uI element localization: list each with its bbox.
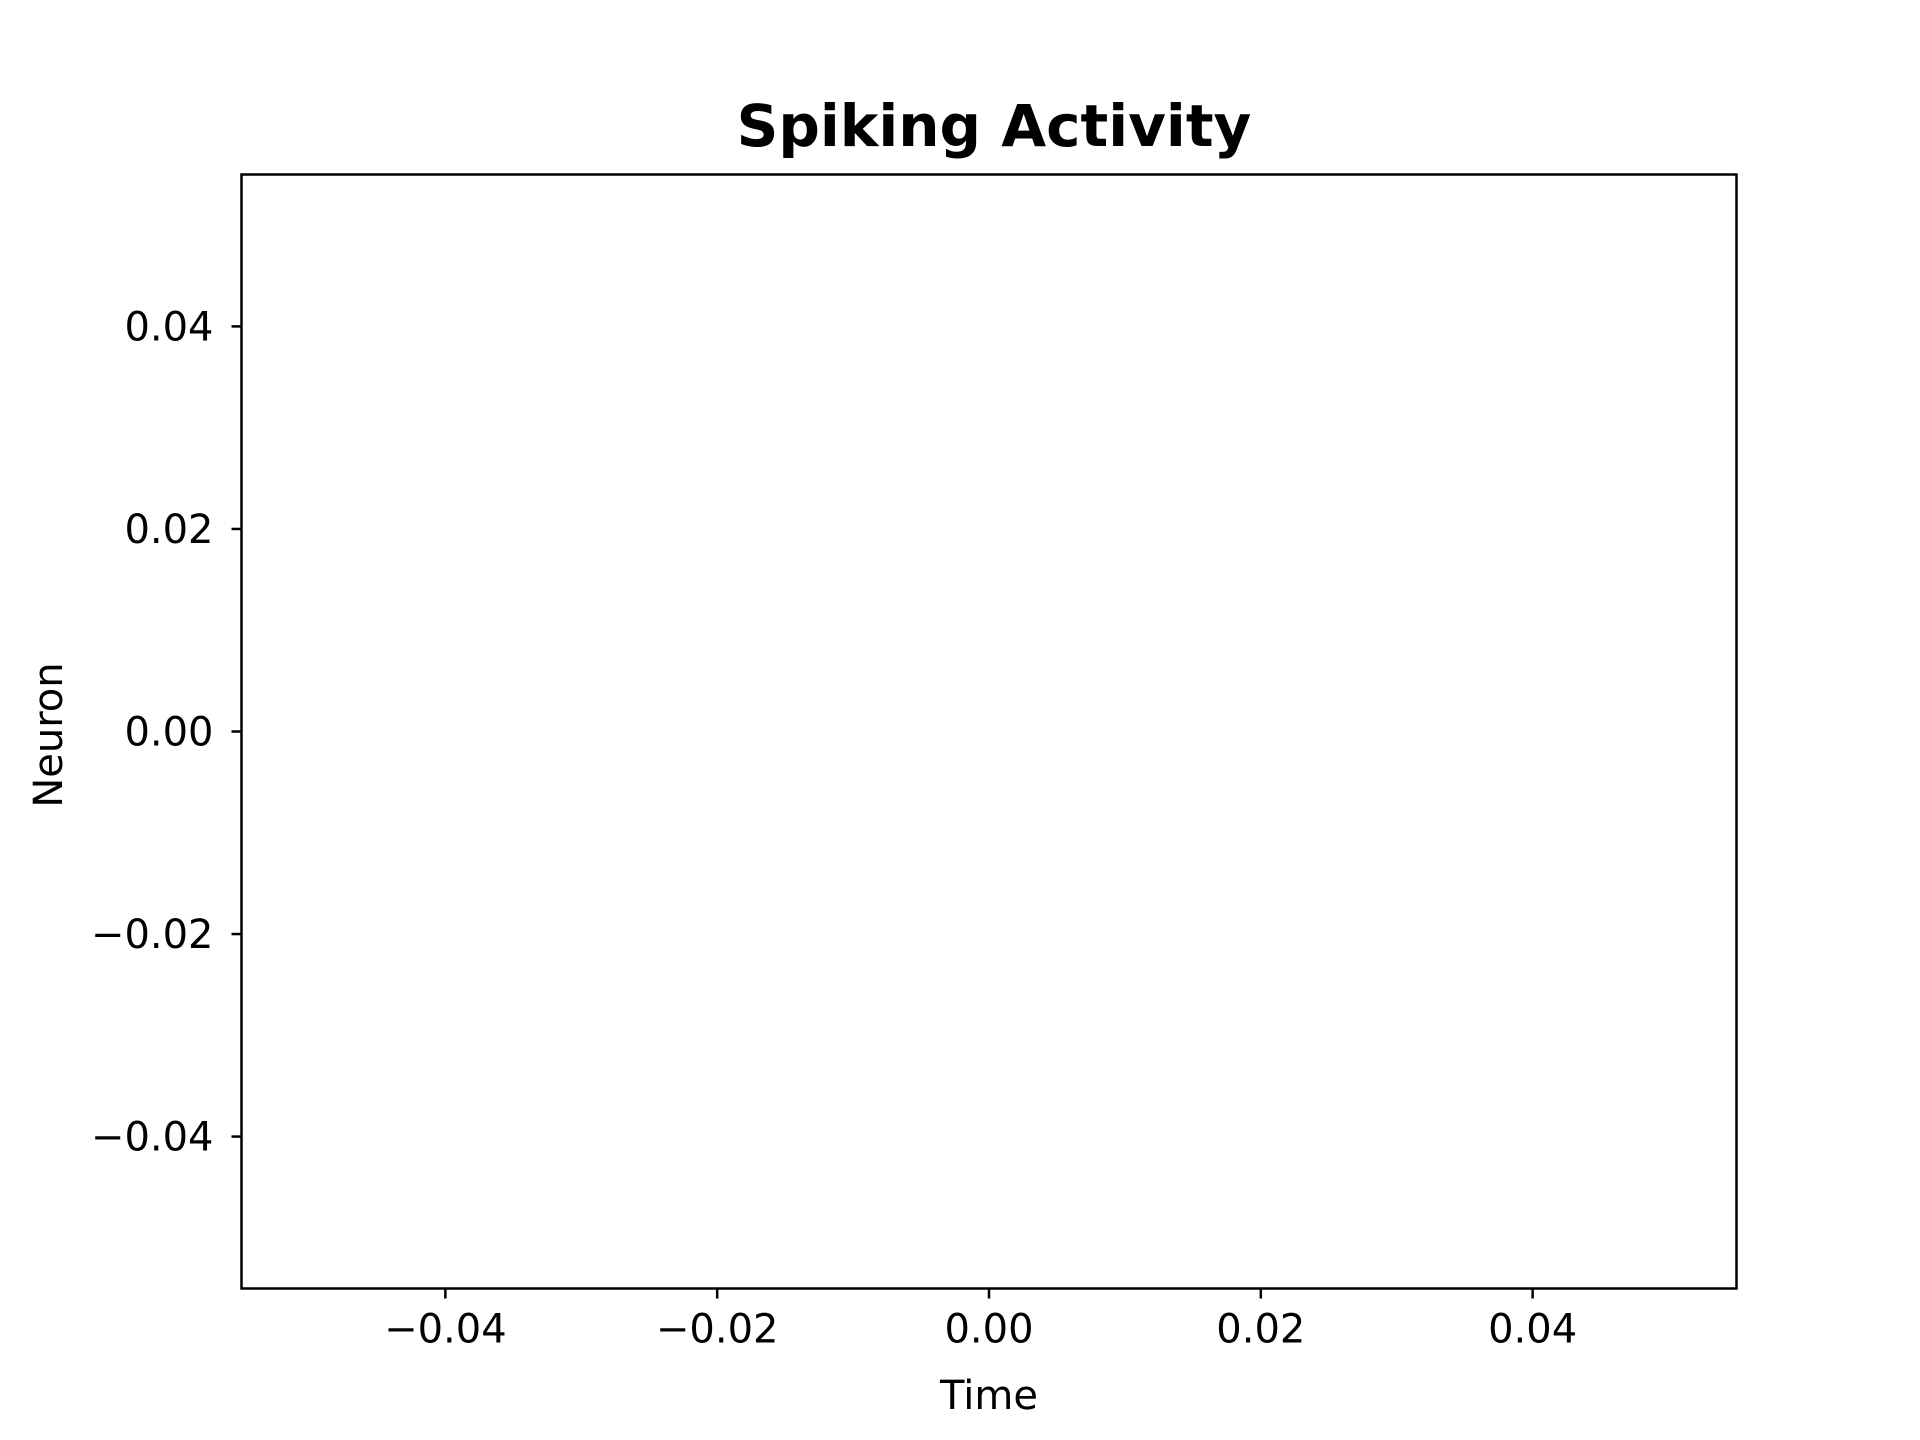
y-axis: 0.04 0.02 0.00 −0.02 −0.04 (91, 304, 242, 1161)
plot-area (240, 173, 1738, 1290)
x-tick-label: 0.00 (944, 1307, 1033, 1353)
y-tick-label: −0.04 (91, 1115, 214, 1161)
y-tick-label: −0.02 (91, 912, 214, 958)
chart-title: Spiking Activity (737, 92, 1252, 160)
y-tick-label: 0.04 (124, 304, 213, 350)
x-tick-label: 0.02 (1216, 1307, 1305, 1353)
x-axis-label: Time (939, 1373, 1038, 1419)
y-axis-label: Neuron (26, 662, 72, 807)
x-tick-label: 0.04 (1488, 1307, 1577, 1353)
x-tick-label: −0.04 (384, 1307, 507, 1353)
x-tick-label: −0.02 (656, 1307, 779, 1353)
y-tick-label: 0.00 (124, 710, 213, 756)
y-tick-label: 0.02 (124, 507, 213, 553)
x-axis: −0.04 −0.02 0.00 0.02 0.04 (384, 1288, 1577, 1353)
